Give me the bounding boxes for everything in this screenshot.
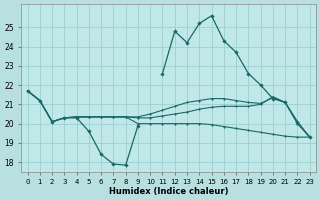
X-axis label: Humidex (Indice chaleur): Humidex (Indice chaleur) — [109, 187, 228, 196]
